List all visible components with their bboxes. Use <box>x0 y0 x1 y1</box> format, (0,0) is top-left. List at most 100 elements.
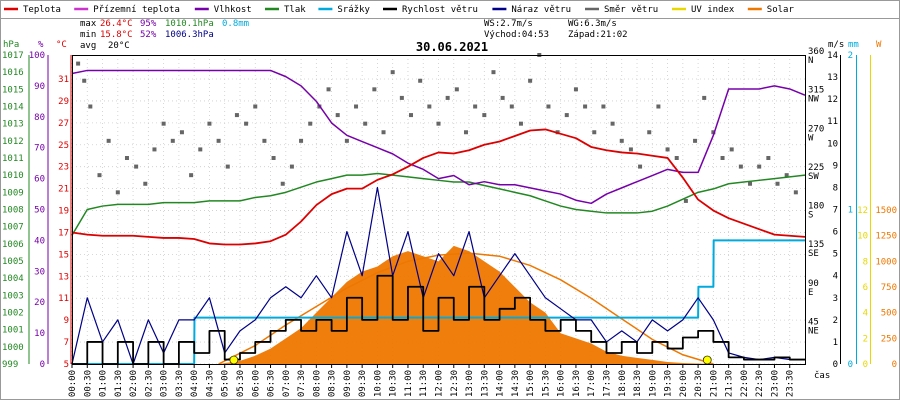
hpa-tick: 1006 <box>2 240 24 250</box>
x-tick-label: 20:00 <box>679 370 689 397</box>
x-tick-label: 17:00 <box>587 370 597 397</box>
legend-label-1: Přízemní teplota <box>93 5 180 15</box>
x-tick-label: 19:00 <box>648 370 658 397</box>
x-tick-label: 00:30 <box>83 370 93 397</box>
legend-label-7: Směr větru <box>604 5 658 15</box>
dir-tick-deg: 270 <box>808 124 824 134</box>
wind-direction-point <box>546 104 551 109</box>
wind-direction-point <box>683 198 688 203</box>
x-tick-label: 16:30 <box>572 370 582 397</box>
wind-direction-point <box>656 104 661 109</box>
pct-tick: 30 <box>34 267 45 277</box>
wind-direction-point <box>289 164 294 169</box>
stats-block: max 26.4°C 95% 1010.1hPa 0.8mm min 15.8°… <box>80 19 628 51</box>
wind-direction-point <box>381 130 386 135</box>
ms-tick: 4 <box>833 272 838 282</box>
chart-title: 30.06.2021 <box>416 40 488 54</box>
degc-tick: 19 <box>58 207 69 217</box>
uv-index-marker <box>702 355 712 365</box>
x-tick-label: 22:00 <box>740 370 750 397</box>
hpa-tick: 1001 <box>2 326 24 336</box>
wind-direction-point <box>82 78 87 83</box>
wind-direction-point <box>427 104 432 109</box>
stat-wind-gust: WG:6.3m/s <box>568 19 617 29</box>
x-tick-label: 05:00 <box>221 370 231 397</box>
plot-frame <box>72 55 806 365</box>
wind-direction-point <box>592 130 597 135</box>
wind-direction-point <box>491 70 496 75</box>
x-tick-label: 13:30 <box>480 370 490 397</box>
wind-direction-point <box>638 164 643 169</box>
legend-label-4: Srážky <box>337 5 370 15</box>
uv-tick: 10 <box>857 232 868 242</box>
wind-direction-point <box>766 156 771 160</box>
wind-direction-point <box>363 121 368 126</box>
ms-tick: 9 <box>833 161 838 171</box>
wind-direction-point <box>134 164 139 169</box>
hpa-tick: 1005 <box>2 257 24 267</box>
wind-direction-point <box>518 121 523 126</box>
x-tick-label: 02:00 <box>129 370 139 397</box>
dir-tick-deg: 315 <box>808 86 824 96</box>
x-tick-label: 17:30 <box>602 370 612 397</box>
uv-index-marker <box>229 355 239 365</box>
w-tick: 1500 <box>875 206 897 216</box>
degc-tick: 29 <box>58 97 69 107</box>
x-tick-label: 04:30 <box>205 370 215 397</box>
wind-direction-point <box>372 87 377 92</box>
x-tick-label: 18:00 <box>618 370 628 397</box>
wind-direction-point <box>619 138 624 143</box>
uv-tick: 8 <box>863 257 868 267</box>
wind-direction-point <box>583 104 588 109</box>
ms-unit: m/s <box>828 40 844 50</box>
x-tick-label: 09:30 <box>358 370 368 397</box>
solar-theoretical-line <box>218 252 714 365</box>
hpa-tick: 1013 <box>2 120 24 130</box>
wind-direction-point <box>88 104 93 109</box>
wind-direction-point <box>399 95 404 100</box>
x-unit-label: čas <box>814 370 830 381</box>
wind-direction-point <box>216 138 221 143</box>
uv-tick: 2 <box>863 334 868 344</box>
degc-tick: 7 <box>64 338 69 348</box>
pct-tick: 10 <box>34 329 45 339</box>
hpa-tick: 1009 <box>2 188 24 198</box>
wind-direction-point <box>738 164 743 169</box>
wind-direction-point <box>198 147 203 152</box>
wind-direction-point <box>793 190 798 195</box>
ms-tick: 10 <box>827 139 838 149</box>
uv-tick: 6 <box>863 283 868 293</box>
degc-tick: 21 <box>58 185 69 195</box>
x-tick-label: 02:30 <box>144 370 154 397</box>
legend-label-5: Rychlost větru <box>402 5 478 15</box>
wind-direction-point <box>436 121 441 126</box>
degc-tick: 31 <box>58 75 69 85</box>
wind-direction-point <box>161 121 166 126</box>
uv-tick: 4 <box>863 309 868 319</box>
wind-direction-point <box>97 173 102 178</box>
legend-label-8: UV index <box>691 5 735 15</box>
ms-tick: 3 <box>833 294 838 304</box>
wind-direction-point <box>152 147 157 152</box>
x-tick-label: 12:00 <box>435 370 445 397</box>
wind-direction-point <box>124 156 129 160</box>
dir-tick-name: N <box>808 56 813 66</box>
stat-sunrise: Východ:04:53 <box>484 30 549 40</box>
series-line-rychlost-v-tru <box>72 274 805 365</box>
wind-direction-point <box>225 164 230 169</box>
x-tick-label: 06:00 <box>251 370 261 397</box>
stat-min-temp: 15.8°C <box>100 30 133 40</box>
stat-min-pressure: 1006.3hPa <box>165 30 214 40</box>
wind-direction-point <box>482 113 487 118</box>
uv-tick: 0 <box>863 360 868 370</box>
hpa-tick: 1014 <box>2 103 24 113</box>
x-tick-label: 23:00 <box>770 370 780 397</box>
pct-tick: 70 <box>34 144 45 154</box>
dir-tick-name: NW <box>808 95 819 105</box>
pct-tick: 40 <box>34 236 45 246</box>
stat-max-pressure: 1010.1hPa <box>165 19 214 29</box>
x-tick-label: 01:00 <box>99 370 109 397</box>
ms-tick: 7 <box>833 206 838 216</box>
mm-tick: 0 <box>848 360 853 370</box>
